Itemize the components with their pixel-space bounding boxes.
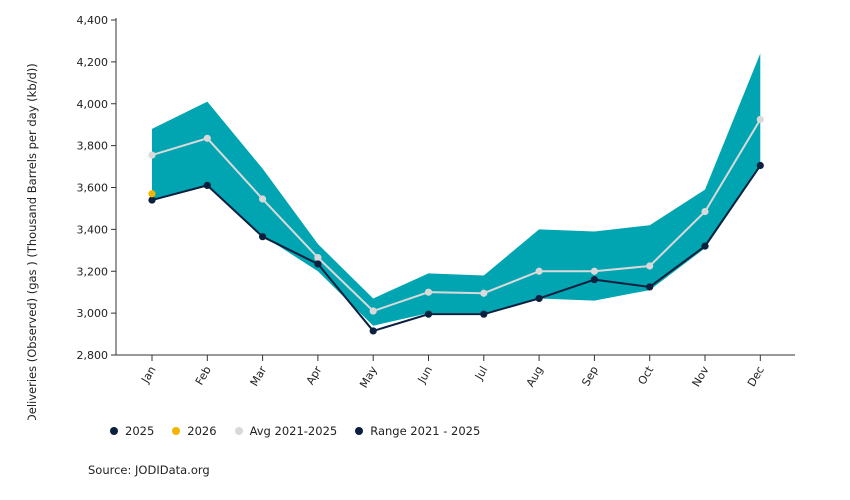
legend-label: 2025 bbox=[125, 424, 155, 438]
range-area bbox=[152, 53, 761, 326]
y-tick-label: 4,000 bbox=[77, 98, 109, 111]
x-tick-label: Feb bbox=[193, 364, 214, 387]
x-tick-label: Nov bbox=[690, 364, 712, 390]
legend-swatch-avg bbox=[234, 427, 243, 435]
legend-label: 2026 bbox=[187, 424, 217, 438]
line-chart: 2,800 3,000 3,200 3,400 3,600 3,800 4,000 4,200… bbox=[25, 14, 795, 420]
series-point-2026 bbox=[148, 190, 156, 198]
legend-item-2026[interactable]: 2026 bbox=[172, 424, 217, 438]
axes: 2,800 3,000 3,200 3,400 3,600 3,800 4,000 4,200… bbox=[77, 14, 795, 391]
series-point-2025 bbox=[369, 327, 377, 335]
legend-item-avg[interactable]: Avg 2021-2025 bbox=[234, 424, 338, 438]
series-point-2025 bbox=[480, 310, 488, 318]
series-point-avg bbox=[646, 262, 654, 270]
series-point-avg bbox=[314, 254, 322, 262]
series-point-avg bbox=[148, 151, 156, 159]
x-tick-label: Jun bbox=[415, 364, 435, 386]
x-tick-label: Sep bbox=[579, 364, 601, 388]
x-tick-label: Aug bbox=[524, 364, 546, 389]
x-tick-label: Dec bbox=[745, 364, 767, 389]
x-tick-label: Mar bbox=[248, 364, 270, 389]
series-point-avg bbox=[480, 289, 488, 297]
x-tick-label: Jan bbox=[138, 364, 158, 386]
series-point-avg bbox=[756, 115, 764, 124]
legend-label: Range 2021 - 2025 bbox=[370, 424, 481, 438]
source-note: Source: JODIData.org bbox=[88, 463, 210, 477]
y-tick-label: 4,200 bbox=[77, 56, 109, 69]
series-point-2025 bbox=[756, 161, 764, 170]
series-point-2025 bbox=[646, 283, 654, 291]
legend-item-2025[interactable]: 2025 bbox=[110, 424, 154, 438]
y-tick-label: 3,600 bbox=[77, 182, 109, 195]
series-point-avg bbox=[590, 267, 599, 275]
y-tick-label: 4,400 bbox=[77, 14, 109, 27]
series-point-2025 bbox=[535, 294, 543, 303]
series-point-2025 bbox=[590, 276, 599, 284]
y-axis-title: n / Gross Inland Deliveries (Observed) (… bbox=[25, 63, 39, 420]
series-point-avg bbox=[424, 288, 433, 296]
series-point-2025 bbox=[314, 260, 322, 268]
series-point-2025 bbox=[701, 242, 709, 250]
x-tick-label: Jul bbox=[472, 364, 490, 383]
y-tick-label: 3,200 bbox=[77, 265, 109, 278]
series-point-avg bbox=[701, 207, 709, 216]
series-lines bbox=[151, 118, 762, 333]
y-tick-label: 3,000 bbox=[77, 307, 109, 320]
series-point-avg bbox=[535, 267, 543, 275]
x-tick-label: Apr bbox=[304, 364, 325, 387]
legend-label: Avg 2021-2025 bbox=[249, 424, 338, 438]
series-point-2025 bbox=[424, 310, 433, 318]
series-point-avg bbox=[259, 195, 267, 203]
legend-swatch-range bbox=[355, 427, 364, 435]
legend-swatch-2026 bbox=[172, 427, 181, 435]
range-band bbox=[152, 53, 761, 326]
y-tick-label: 3,800 bbox=[77, 140, 109, 153]
y-tick-label: 2,800 bbox=[77, 349, 109, 362]
series-points bbox=[148, 115, 764, 335]
series-point-2025 bbox=[148, 196, 156, 204]
legend: 2025 2026 Avg 2021-2025 Range 2021 - 202… bbox=[110, 424, 498, 438]
series-point-avg bbox=[369, 307, 377, 315]
series-line-2025 bbox=[151, 164, 762, 333]
series-point-2025 bbox=[203, 181, 211, 190]
series-line-avg bbox=[151, 118, 762, 313]
series-point-2025 bbox=[259, 233, 267, 241]
legend-swatch-2025 bbox=[110, 427, 118, 435]
series-point-avg bbox=[203, 134, 211, 142]
x-tick-label: Oct bbox=[636, 363, 657, 387]
x-tick-label: May bbox=[357, 364, 380, 391]
y-tick-label: 3,400 bbox=[77, 223, 109, 236]
legend-item-range[interactable]: Range 2021 - 2025 bbox=[355, 424, 480, 438]
